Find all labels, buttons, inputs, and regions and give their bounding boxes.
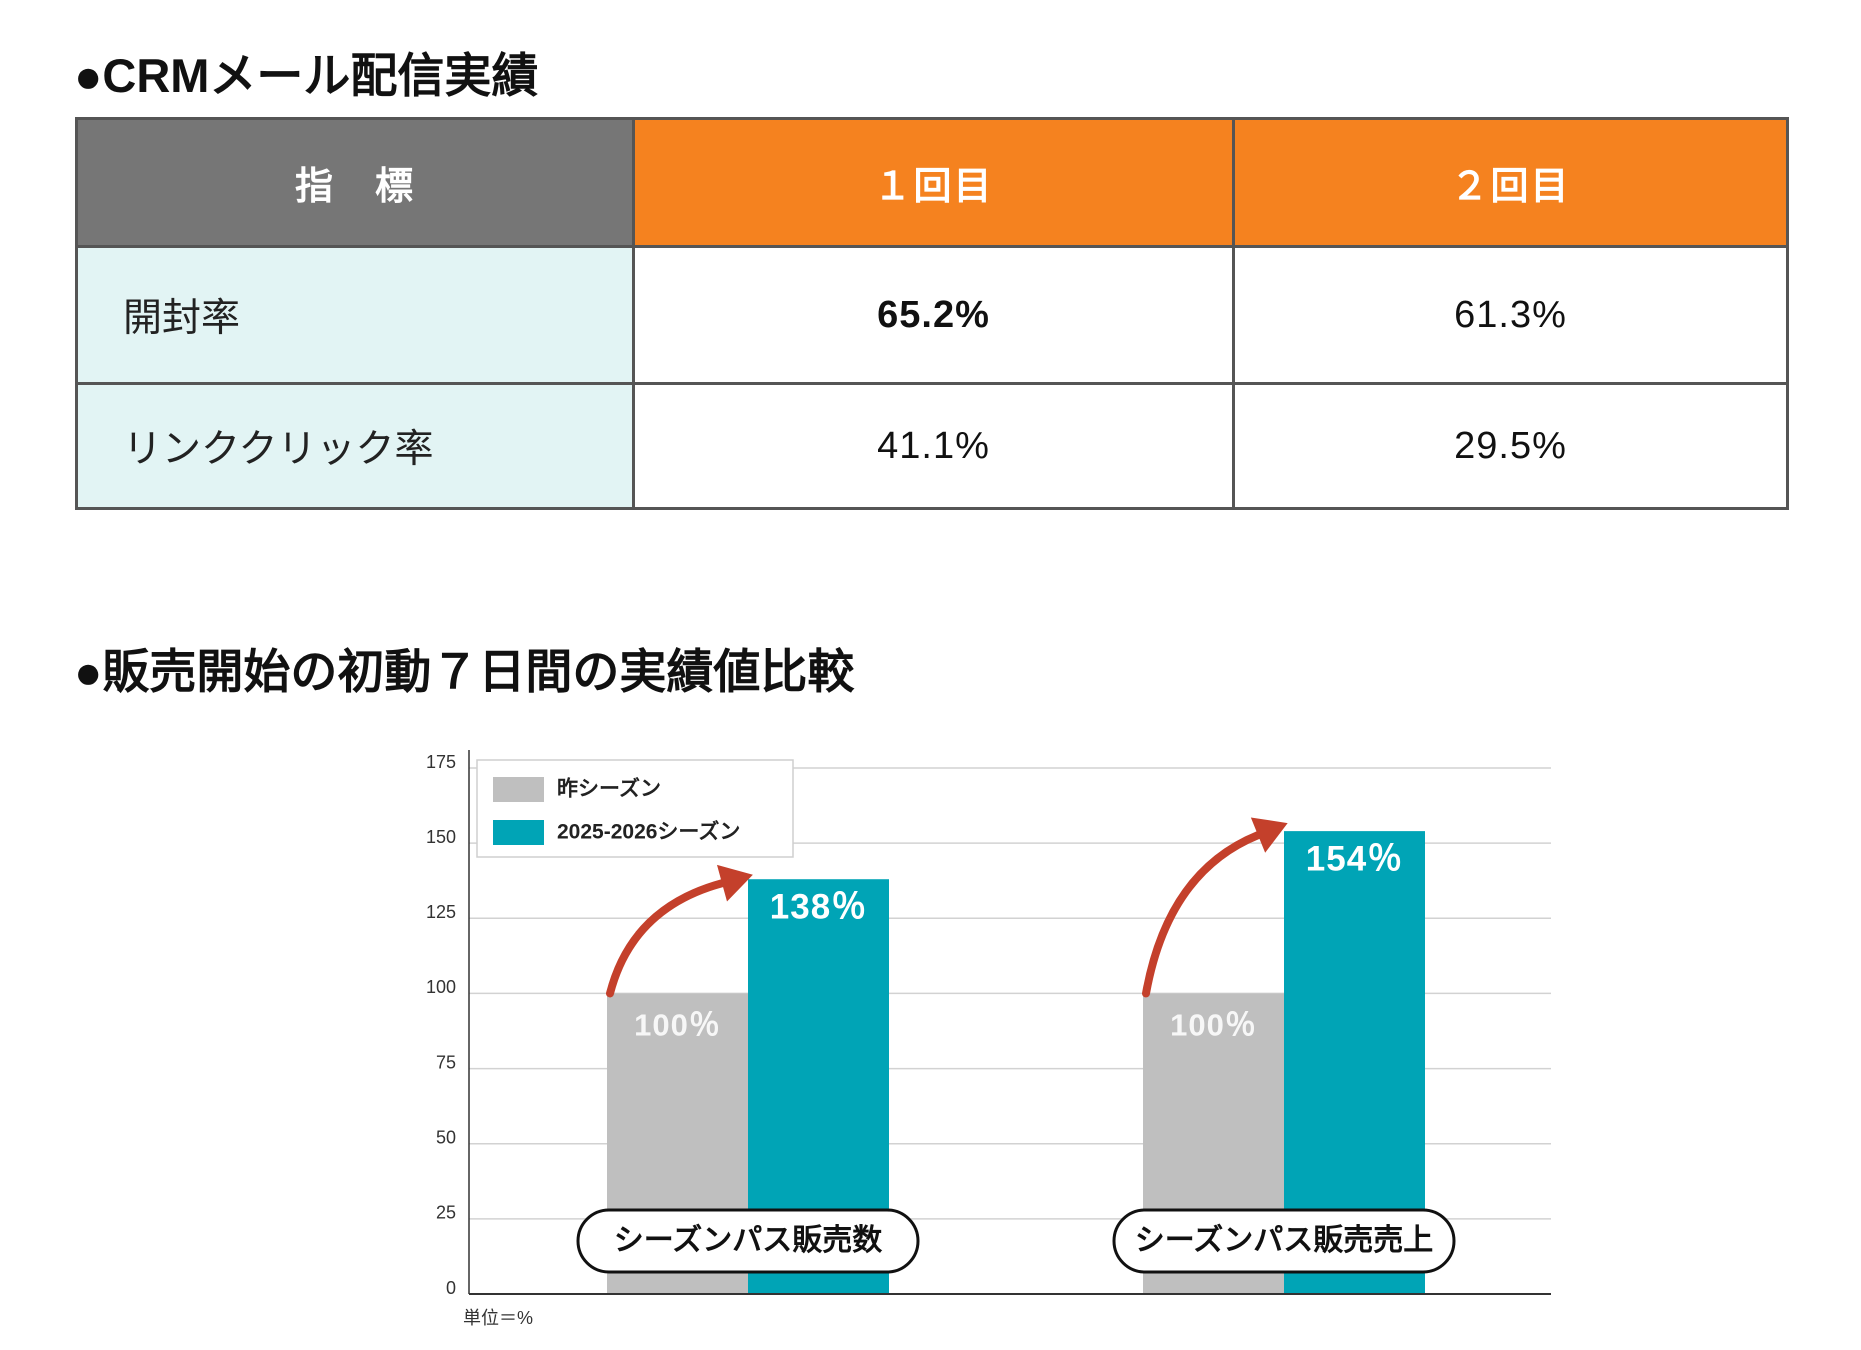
bar-group: 100％ 154％ シーズンパス販売売上 [1112,817,1456,1294]
legend-swatch [493,820,544,845]
legend: 昨シーズン 2025-2026シーズン [476,759,794,858]
y-tick-label: 125 [426,902,456,922]
row-label-link-click-rate: リンククリック率 [75,382,635,510]
data-label: 100％ [1170,1008,1257,1043]
bar-group: 100％ 138％ シーズンパス販売数 [576,864,920,1294]
category-label: シーズンパス販売売上 [1135,1223,1434,1257]
legend-swatch [493,777,544,802]
header-round-1: １回目 [632,117,1235,248]
y-tick-label: 25 [436,1203,456,1223]
y-tick-label: 75 [436,1052,456,1072]
sales-comparison-chart: 0 25 50 75 100 125 150 175 100％ 138％ シーズンパス販売数 100％… [400,740,1600,1340]
y-axis-ticks: 0 25 50 75 100 125 150 175 [426,752,456,1298]
y-tick-label: 150 [426,827,456,847]
y-tick-label: 175 [426,752,456,772]
growth-arrow-shaft [606,879,726,998]
category-label-box [1112,1208,1456,1274]
bar-chart-svg: 0255075100125150175100％138％シーズンパス販売数100％… [426,750,1551,1328]
y-tick-label: 0 [446,1278,456,1298]
header-round-2: ２回目 [1232,117,1789,248]
y-tick-label: 50 [436,1127,456,1147]
category-label: シーズンパス販売数 [614,1223,883,1257]
legend-label: 2025-2026シーズン [557,820,740,844]
y-tick-label: 100 [426,977,456,997]
legend-label: 昨シーズン [557,777,661,801]
crm-results-table: 指 標 １回目 ２回目 開封率 65.2% 61.3% リンククリック率 41.… [75,117,1789,510]
row-label-open-rate: 開封率 [75,245,635,385]
unit-note: 単位＝% [463,1308,533,1328]
growth-arrow-head [1250,817,1288,853]
header-metric: 指 標 [75,117,635,248]
section-title-sales-comparison: ●販売開始の初動７日間の実績値比較 [74,645,855,698]
growth-arrow-head [716,864,753,902]
table-row: リンククリック率 41.1% 29.5% [75,382,1789,510]
link-click-rate-round-2: 29.5% [1232,382,1789,510]
data-label: 154％ [1306,839,1403,878]
category-label-box [576,1208,920,1274]
open-rate-round-2: 61.3% [1232,245,1789,385]
section-title-crm: ●CRMメール配信実績 [74,49,539,102]
table-header-row: 指 標 １回目 ２回目 [75,117,1789,248]
growth-arrow-shaft [1142,831,1262,998]
data-label: 100％ [634,1008,721,1043]
table-row: 開封率 65.2% 61.3% [75,245,1789,385]
open-rate-round-1: 65.2% [632,245,1235,385]
link-click-rate-round-1: 41.1% [632,382,1235,510]
data-label: 138％ [770,887,867,926]
